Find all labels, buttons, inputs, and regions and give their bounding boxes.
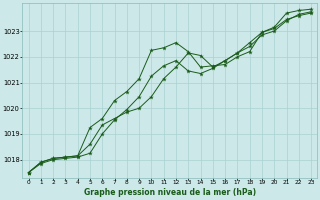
X-axis label: Graphe pression niveau de la mer (hPa): Graphe pression niveau de la mer (hPa) [84, 188, 256, 197]
